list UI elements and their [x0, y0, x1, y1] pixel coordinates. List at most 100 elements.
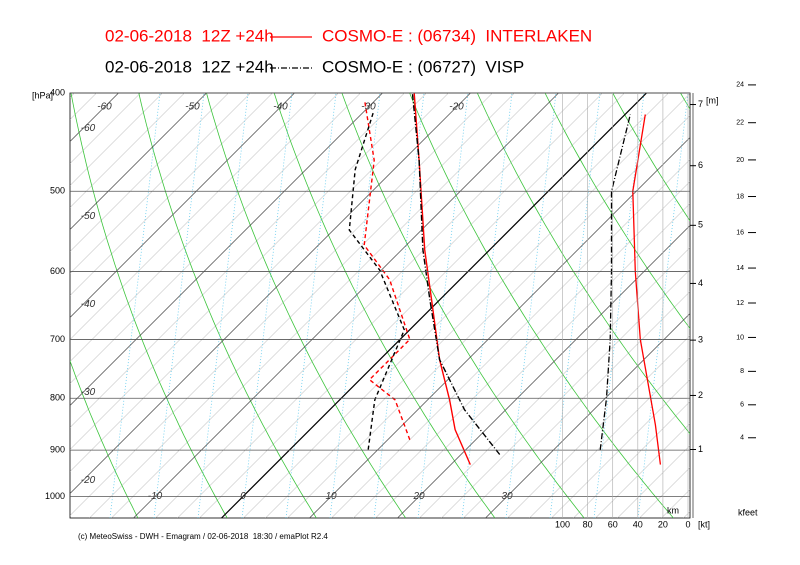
y-tick-label: 900: [50, 444, 65, 454]
isotherm-label: -50: [81, 211, 96, 222]
dry-adiabat: [273, 93, 496, 518]
dry-adiabat: [206, 93, 407, 518]
kfeet-tick-label: 24: [736, 82, 744, 89]
isotherm-minor: [617, 445, 690, 518]
y-tick-label: 700: [50, 334, 65, 344]
legend-run: 02-06-2018 12Z +24h: [105, 26, 274, 45]
dry-adiabat: [612, 93, 690, 222]
legend-run: 02-06-2018 12Z +24h: [105, 57, 274, 76]
isotherm-minor: [573, 401, 690, 518]
isotherm-minor: [0, 93, 31, 518]
dry-adiabat: [544, 93, 690, 330]
isotherm: [133, 93, 559, 518]
mixing-ratio-line: [197, 93, 249, 518]
kfeet-tick-label: 8: [740, 368, 744, 375]
height-axis-label: [m]: [706, 95, 719, 105]
isotherm-minor: [375, 203, 690, 518]
wind-tick-label: 0: [685, 519, 690, 529]
isotherm-minor: [639, 467, 690, 518]
isotherm: [221, 93, 647, 518]
isotherm-minor: [750, 93, 800, 518]
mixing-ratio-line: [461, 93, 513, 518]
isotherm-label: -40: [81, 299, 96, 310]
dewpoint-line: [363, 99, 411, 440]
isotherm-minor: [199, 93, 625, 518]
isotherm-minor: [70, 93, 405, 428]
isotherm: [70, 93, 383, 407]
y-tick-label: 600: [50, 266, 65, 276]
y-tick-label: 400: [50, 87, 65, 97]
wind-speed-line: [632, 114, 662, 465]
isotherm-label: -40: [273, 102, 288, 113]
isotherm-label: -60: [97, 102, 112, 113]
height-tick-label: 7: [698, 99, 703, 109]
isotherm-minor: [287, 115, 690, 518]
kfeet-tick-label: 10: [736, 334, 744, 341]
temperature-line: [413, 93, 471, 465]
mixing-ratio-line: [373, 93, 425, 518]
isotherm-minor: [507, 335, 690, 518]
isotherm: [397, 225, 690, 518]
kfeet-tick-label: 22: [736, 120, 744, 127]
legend-name: COSMO-E : (06734) INTERLAKEN: [322, 26, 592, 45]
mixing-ratio-line: [241, 93, 293, 518]
isotherm-minor: [70, 93, 229, 252]
mixing-ratio-line: [505, 93, 557, 518]
isotherm-label: -50: [185, 102, 200, 113]
wind-tick-label: 100: [555, 519, 570, 529]
dry-adiabat: [70, 359, 139, 518]
isotherm-minor: [353, 181, 690, 518]
grid: [0, 93, 800, 518]
plot-frame: [69, 92, 691, 519]
kfeet-tick-label: 12: [736, 300, 744, 307]
isotherm-minor: [463, 291, 690, 518]
isotherm-label: -20: [81, 475, 96, 486]
dewpoint-line: [348, 110, 406, 450]
isotherm-minor: [70, 93, 427, 450]
isotherm-minor: [551, 379, 690, 518]
kfeet-tick-label: 4: [740, 435, 744, 442]
legend-name: COSMO-E : (06727) VISP: [322, 57, 524, 76]
wind-tick-label: 80: [583, 519, 593, 529]
isotherm-minor: [70, 93, 339, 362]
isotherm-label: -30: [361, 102, 376, 113]
isotherm-minor: [419, 247, 690, 518]
wind-tick-label: 40: [633, 519, 643, 529]
isotherm-minor: [661, 489, 690, 518]
dry-adiabat: [0, 93, 49, 518]
kfeet-tick-label: 20: [736, 157, 744, 164]
isotherm-minor: [441, 269, 690, 518]
wind-axis-label: km: [667, 505, 679, 515]
wind-unit-label: [kt]: [698, 519, 710, 529]
height-tick-label: 1: [698, 444, 703, 454]
wind-tick-label: 20: [658, 519, 668, 529]
temperature-line: [411, 93, 501, 455]
isotherm: [70, 93, 471, 495]
isotherm-minor: [485, 313, 690, 518]
isotherm: [70, 93, 207, 231]
kfeet-tick-label: 18: [736, 193, 744, 200]
isotherm-minor: [0, 93, 9, 518]
isotherm-minor: [595, 423, 690, 518]
dry-adiabat: [476, 93, 690, 435]
wind-tick-label: 60: [608, 519, 618, 529]
kfeet-tick-label: 14: [736, 265, 744, 272]
isotherm-minor: [70, 93, 163, 186]
isotherm-minor: [0, 93, 53, 518]
kfeet-tick-label: 6: [740, 402, 744, 409]
isotherm-minor: [70, 93, 493, 516]
curves: [348, 93, 662, 465]
mixing-ratio-line: [549, 93, 601, 518]
isotherm-minor: [529, 357, 690, 518]
isotherm-minor: [70, 93, 317, 340]
mixing-ratio-line: [285, 93, 337, 518]
isotherm-minor: [70, 93, 449, 472]
isotherm-label: -20: [449, 102, 464, 113]
kfeet-tick-label: 16: [736, 229, 744, 236]
height-tick-label: 2: [698, 390, 703, 400]
isotherm-minor: [70, 93, 273, 296]
isotherm-minor: [155, 93, 581, 518]
dry-adiabat: [138, 93, 317, 518]
